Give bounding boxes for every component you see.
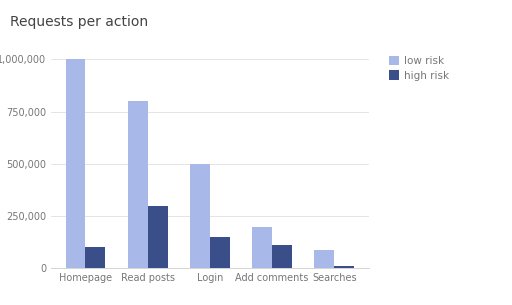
Bar [314,249,334,268]
Bar [190,164,210,268]
Legend: low risk, high risk: low risk, high risk [387,54,452,83]
Bar [272,246,292,268]
Bar [66,59,86,268]
Bar [147,206,167,268]
Bar [334,266,354,268]
Bar [252,227,272,268]
Bar [86,247,105,268]
Text: Requests per action: Requests per action [10,15,148,29]
Bar [128,101,147,268]
Bar [210,237,230,268]
